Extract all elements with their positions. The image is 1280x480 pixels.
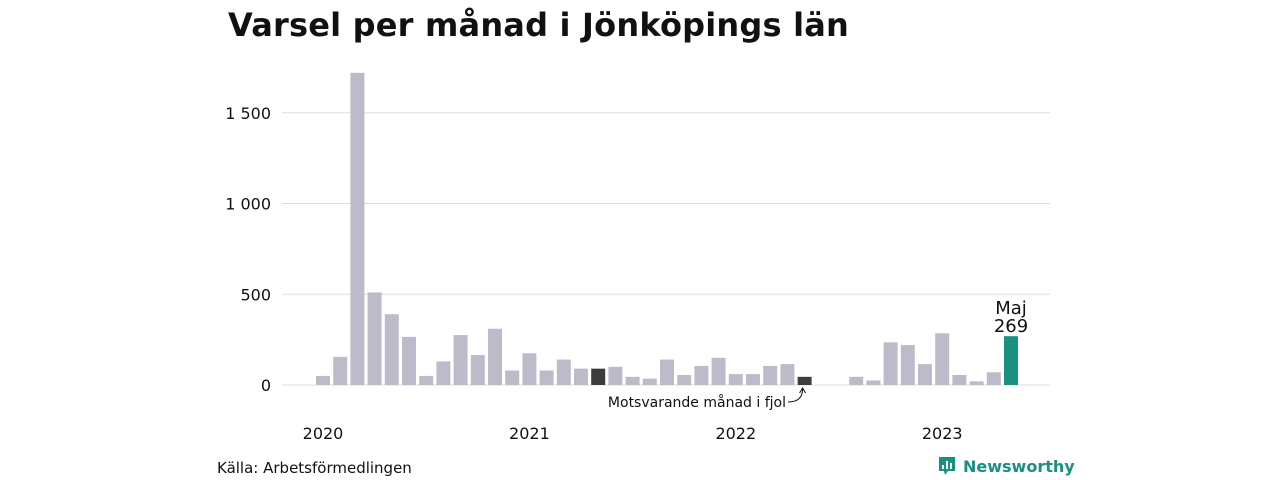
bar — [436, 361, 451, 385]
bar — [1004, 336, 1018, 385]
bar — [316, 375, 330, 385]
bar — [625, 376, 640, 385]
bar — [677, 375, 692, 385]
bar — [883, 342, 898, 385]
current-value-label: 269 — [994, 316, 1028, 337]
current-month-label: Maj — [995, 298, 1027, 319]
bar — [746, 374, 760, 385]
bar — [591, 368, 606, 385]
x-axis: 2020 2021 2022 2023 — [303, 424, 963, 443]
bar — [660, 359, 674, 385]
y-axis: 0 500 1 000 1 500 — [225, 104, 271, 395]
bar — [642, 378, 657, 385]
bar — [694, 365, 709, 385]
bar — [574, 368, 588, 385]
bar — [935, 333, 950, 385]
y-tick-label: 500 — [240, 285, 271, 304]
brand-logo: Newsworthy — [937, 456, 1075, 476]
bar — [866, 380, 881, 385]
x-tick-label: 2022 — [715, 424, 756, 443]
bar — [350, 72, 365, 385]
bar — [849, 376, 864, 385]
bar — [384, 314, 399, 385]
bar — [728, 374, 743, 385]
bar — [470, 355, 485, 385]
bar — [780, 364, 795, 385]
bar — [453, 335, 468, 385]
y-tick-label: 1 000 — [225, 195, 271, 214]
bar — [522, 353, 537, 385]
y-tick-label: 1 500 — [225, 104, 271, 123]
newsworthy-logo-icon — [939, 457, 955, 475]
bar — [402, 336, 416, 385]
annotation-arrow — [787, 388, 804, 403]
bar — [711, 357, 726, 385]
bar — [986, 372, 1001, 385]
y-tick-label: 0 — [261, 376, 271, 395]
bar — [952, 375, 967, 385]
annotation-arrowhead — [799, 387, 807, 394]
bar — [900, 345, 915, 385]
bar — [797, 376, 812, 385]
bar — [488, 328, 502, 385]
x-tick-label: 2021 — [509, 424, 550, 443]
bar — [918, 364, 932, 385]
bar — [367, 292, 382, 385]
bar — [969, 381, 984, 385]
bar — [556, 359, 571, 385]
annotation-text: Motsvarande månad i fjol — [608, 394, 786, 411]
brand-name: Newsworthy — [963, 456, 1075, 476]
source-note: Källa: Arbetsförmedlingen — [217, 459, 412, 477]
bar — [419, 375, 434, 385]
bar — [608, 366, 623, 385]
chart-title: Varsel per månad i Jönköpings län — [228, 6, 850, 44]
x-tick-label: 2023 — [922, 424, 963, 443]
bar — [763, 365, 778, 385]
bars — [316, 72, 1018, 385]
bar — [505, 370, 520, 385]
bar — [333, 356, 348, 385]
x-tick-label: 2020 — [303, 424, 344, 443]
bar — [539, 370, 554, 385]
